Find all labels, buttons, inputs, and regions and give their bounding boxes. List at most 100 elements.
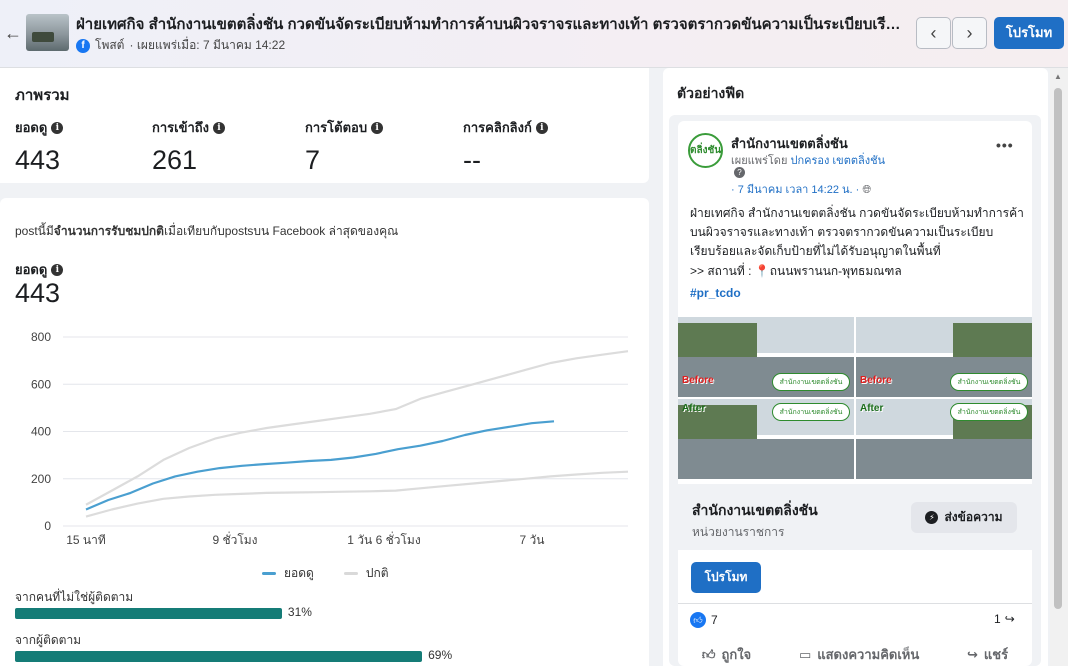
post-title: ฝ่ายเทศกิจ สำนักงานเขตตลิ่งชัน กวดขันจัด…: [76, 16, 906, 33]
next-post-button[interactable]: ›: [952, 17, 987, 49]
metric-label: การโต้ตอบ: [305, 120, 368, 135]
non-follower-bar: จากคนที่ไม่ใช่ผู้ติดตาม 31%: [15, 588, 312, 619]
after-tag: After: [682, 403, 706, 414]
feed-preview-panel: ตัวอย่างฟีด ตลิ่งชัน สำนักงานเขตตลิ่งชัน…: [663, 68, 1048, 666]
info-icon[interactable]: i: [51, 121, 64, 134]
legend-swatch: [343, 572, 358, 575]
metric-engagement: การโต้ตอบ i 7: [305, 117, 384, 176]
facebook-icon: f: [76, 38, 90, 53]
photo-after-2[interactable]: After สำนักงานเขตตลิ่งชัน: [856, 399, 1032, 479]
comment-button[interactable]: ▭ แสดงความคิดเห็น: [799, 644, 919, 665]
share-button[interactable]: ↪ แชร์: [967, 644, 1008, 665]
feed-preview-title: ตัวอย่างฟีด: [677, 85, 745, 101]
logo-badge: สำนักงานเขตตลิ่งชัน: [950, 373, 1028, 391]
scrollbar[interactable]: ▲: [1050, 68, 1068, 666]
logo-badge: สำนักงานเขตตลิ่งชัน: [772, 373, 850, 391]
overview-title: ภาพรวม: [15, 87, 70, 104]
metric-link-clicks: การคลิกลิงก์ i --: [463, 117, 548, 176]
post-date-text: · 7 มีนาคม เวลา 14:22 น. ·: [731, 184, 860, 196]
logo-badge: สำนักงานเขตตลิ่งชัน: [772, 403, 850, 421]
like-reaction-icon: 👍︎: [690, 612, 706, 628]
y-tick-label: 0: [44, 519, 51, 533]
bar-label: จากคนที่ไม่ใช่ผู้ติดตาม: [15, 590, 134, 604]
photo-before-2[interactable]: Before สำนักงานเขตตลิ่งชัน: [856, 317, 1032, 397]
post-preview: ตลิ่งชัน สำนักงานเขตตลิ่งชัน เผยแพร่โดย …: [678, 121, 1032, 666]
share-count[interactable]: 1 ↪: [994, 612, 1015, 626]
post-type: โพสต์: [95, 38, 125, 52]
legend-item-views[interactable]: ยอดดู: [262, 564, 314, 583]
publisher-link[interactable]: ปกครอง เขตตลิ่งชัน: [790, 155, 886, 167]
metric-value: 443: [15, 145, 61, 175]
comment-label: แสดงความคิดเห็น: [817, 647, 920, 662]
performance-description: postนี้มีจำนวนการรับชมปกติเมื่อเทียบกับp…: [15, 222, 398, 241]
share-arrow-icon: ↪: [1004, 612, 1015, 626]
info-icon[interactable]: i: [51, 263, 64, 276]
post-location: >> สถานที่ : 📍ถนนพรานนก-พุทธมณฑล: [690, 264, 902, 278]
series-line-typical[interactable]: [85, 350, 629, 506]
promote-post-button[interactable]: โปรโมท: [691, 562, 761, 593]
reaction-count[interactable]: 👍︎ 7: [690, 612, 718, 628]
metric-views: ยอดดู i 443: [15, 117, 64, 176]
page-category: หน่วยงานราชการ: [692, 525, 785, 539]
series-line-views[interactable]: [85, 420, 555, 511]
post-actions: 👍︎ ถูกใจ ▭ แสดงความคิดเห็น ↪ แชร์: [678, 644, 1032, 665]
before-tag: Before: [682, 375, 714, 386]
published-date: · เผยแพร่เมื่อ: 7 มีนาคม 14:22: [129, 38, 286, 52]
bar-percent: 31%: [287, 605, 312, 619]
series-line-typical[interactable]: [85, 470, 629, 518]
likes-value: 7: [711, 613, 718, 627]
metric-label: การคลิกลิงก์: [463, 120, 532, 135]
info-icon[interactable]: i: [371, 121, 384, 134]
desc-suffix: เมื่อเทียบกับpostsบน Facebook ล่าสุดของค…: [163, 224, 399, 238]
after-tag: After: [860, 403, 884, 414]
back-arrow-icon[interactable]: ←: [4, 23, 22, 43]
legend-label: ยอดดู: [284, 566, 314, 580]
post-date[interactable]: · 7 มีนาคม เวลา 14:22 น. · 🌐︎: [731, 180, 871, 198]
globe-icon: 🌐︎: [862, 184, 872, 196]
like-label: ถูกใจ: [721, 647, 752, 662]
photo-after-1[interactable]: After สำนักงานเขตตลิ่งชัน: [678, 399, 854, 479]
bar-label: จากผู้ติดตาม: [15, 633, 82, 647]
y-tick-label: 600: [31, 377, 51, 391]
divider: [678, 603, 1032, 604]
scroll-thumb[interactable]: [1054, 88, 1062, 609]
question-icon[interactable]: ?: [734, 167, 745, 178]
x-tick-label: 1 วัน 6 ชั่วโมง: [347, 531, 420, 547]
photo-before-1[interactable]: Before สำนักงานเขตตลิ่งชัน: [678, 317, 854, 397]
follower-bar: จากผู้ติดตาม 69%: [15, 631, 452, 662]
y-tick-label: 200: [31, 472, 51, 486]
more-options-icon[interactable]: •••: [996, 137, 1014, 153]
overview-card: ภาพรวม ยอดดู i 443 การเข้าถึง i 261 การโต้…: [0, 68, 649, 183]
thumbs-up-icon: 👍︎: [701, 646, 716, 662]
post-header: ← ฝ่ายเทศกิจ สำนักงานเขตตลิ่งชัน กวดขันจ…: [0, 0, 1068, 68]
x-tick-label: 9 ชั่วโมง: [212, 531, 257, 547]
bar-percent: 69%: [428, 648, 453, 662]
previous-post-button[interactable]: ‹: [916, 17, 951, 49]
scroll-up-arrow-icon[interactable]: ▲: [1054, 72, 1062, 81]
views-label-text: ยอดดู: [15, 262, 48, 277]
desc-bold: จำนวนการรับชมปกติ: [53, 224, 164, 238]
metric-label: ยอดดู: [15, 120, 48, 135]
views-line-chart: 0 200 400 600 800 15 นาที 9 ชั่วโมง 1 วัน 6 ชั่…: [31, 330, 629, 547]
promote-button[interactable]: โปรโมท: [994, 17, 1064, 49]
send-message-button[interactable]: ⚡ ส่งข้อความ: [911, 502, 1017, 533]
like-button[interactable]: 👍︎ ถูกใจ: [702, 644, 751, 665]
info-icon[interactable]: i: [535, 121, 548, 134]
post-hashtag[interactable]: #pr_tcdo: [690, 286, 741, 300]
metric-reach: การเข้าถึง i 261: [152, 117, 226, 176]
published-by-prefix: เผยแพร่โดย: [731, 155, 788, 167]
page-avatar[interactable]: ตลิ่งชัน: [688, 133, 723, 168]
legend-item-typical[interactable]: ปกติ: [343, 564, 389, 583]
share-icon: ↪: [967, 646, 978, 662]
bar-fill: [15, 651, 423, 662]
legend-swatch: [262, 572, 276, 575]
share-label: แชร์: [983, 647, 1009, 662]
photo-grid[interactable]: Before สำนักงานเขตตลิ่งชัน Before สำนักง…: [678, 317, 1032, 479]
info-icon[interactable]: i: [213, 121, 226, 134]
post-thumbnail: [26, 14, 69, 51]
published-by: เผยแพร่โดย ปกครอง เขตตลิ่งชัน: [731, 151, 885, 169]
page-box-name[interactable]: สำนักงานเขตตลิ่งชัน: [692, 502, 818, 518]
page-name[interactable]: สำนักงานเขตตลิ่งชัน: [731, 136, 848, 151]
logo-badge: สำนักงานเขตตลิ่งชัน: [950, 403, 1028, 421]
post-text: ฝ่ายเทศกิจ สำนักงานเขตตลิ่งชัน กวดขันจัด…: [690, 206, 1024, 258]
